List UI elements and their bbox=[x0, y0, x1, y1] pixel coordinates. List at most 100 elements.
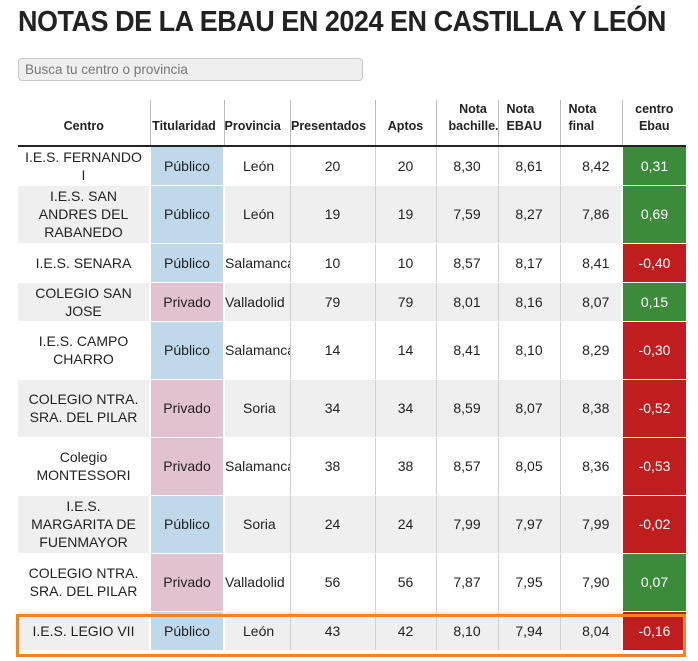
cell-provincia: Valladolid bbox=[223, 282, 290, 322]
results-table-container: Centro Titularidad Provincia Presentados… bbox=[18, 100, 686, 661]
cell-titularidad: Público bbox=[149, 185, 225, 244]
cell-nota-final: 8,38 bbox=[559, 379, 622, 438]
cell-presentados: 10 bbox=[289, 243, 375, 283]
cell-nota-final: 8,04 bbox=[559, 611, 622, 651]
cell-nota-bachillerato: 8,57 bbox=[435, 437, 498, 496]
cell-titularidad: Público bbox=[149, 611, 225, 651]
cell-provincia: Salamanca bbox=[223, 243, 290, 283]
table-row[interactable]: I.E.S. FERNANDO I Público León 20 20 8,30 8,61… bbox=[18, 146, 686, 186]
cell-nota-ebau: 8,27 bbox=[497, 185, 560, 244]
table-row[interactable]: COLEGIO NTRA. SRA. DEL PILAR Privado Valla… bbox=[18, 553, 686, 612]
cell-nota-ebau: 7,94 bbox=[497, 611, 560, 651]
cell-nota-bachillerato: 7,99 bbox=[435, 495, 498, 554]
column-header-aptos[interactable]: Aptos bbox=[374, 100, 436, 147]
cell-centro: COLEGIO SAN JOSE bbox=[18, 282, 150, 322]
cell-aptos: 56 bbox=[374, 553, 436, 612]
cell-nota-final: 7,99 bbox=[559, 495, 622, 554]
cell-titularidad: Público bbox=[149, 495, 225, 554]
cell-provincia: León bbox=[223, 611, 290, 651]
cell-provincia: Soria bbox=[223, 379, 290, 438]
cell-presentados: 14 bbox=[289, 321, 375, 380]
cell-aptos: 19 bbox=[374, 185, 436, 244]
cell-diferencia: 0,07 bbox=[621, 553, 686, 612]
cell-nota-bachillerato: 8,30 bbox=[435, 146, 498, 186]
cell-presentados: 38 bbox=[289, 437, 375, 496]
cell-presentados: 19 bbox=[289, 185, 375, 244]
column-header-centro[interactable]: Centro bbox=[18, 100, 150, 147]
cell-nota-ebau: 8,16 bbox=[497, 282, 560, 322]
cell-diferencia: -0,02 bbox=[621, 495, 686, 554]
cell-aptos: 34 bbox=[374, 379, 436, 438]
table-row[interactable]: I.E.S. SENARA Público Salamanca 10 10 8,57 8,1… bbox=[18, 243, 686, 283]
cell-nota-final: 8,42 bbox=[559, 146, 622, 186]
cell-aptos: 42 bbox=[374, 611, 436, 651]
cell-diferencia: 0,15 bbox=[621, 282, 686, 322]
search-input[interactable] bbox=[18, 58, 363, 81]
cell-nota-ebau: 8,61 bbox=[497, 146, 560, 186]
cell-centro: I.E.S. CAMPO CHARRO bbox=[18, 321, 150, 380]
cell-presentados: 20 bbox=[289, 146, 375, 186]
cell-titularidad: Privado bbox=[149, 437, 225, 496]
column-header-titularidad[interactable]: Titularidad bbox=[149, 100, 224, 147]
cell-provincia: León bbox=[223, 185, 290, 244]
cell-nota-bachillerato: 8,59 bbox=[435, 379, 498, 438]
cell-presentados: 79 bbox=[289, 282, 375, 322]
cell-centro: I.E.S. FERNANDO I bbox=[18, 146, 150, 186]
cell-nota-final: 7,86 bbox=[559, 185, 622, 244]
cell-centro: I.E.S. LEGIO VII bbox=[18, 611, 150, 651]
cell-centro: COLEGIO NTRA. SRA. DEL PILAR bbox=[18, 553, 150, 612]
cell-nota-final: 8,07 bbox=[559, 282, 622, 322]
cell-provincia: Salamanca bbox=[223, 437, 290, 496]
cell-nota-bachillerato: 8,57 bbox=[435, 243, 498, 283]
table-row[interactable]: I.E.S. LEGIO VII Público León 43 42 8,10 7,94 8… bbox=[18, 611, 686, 651]
cell-provincia: Salamanca bbox=[223, 321, 290, 380]
table-row[interactable]: COLEGIO NTRA. SRA. DEL PILAR Privado Soria… bbox=[18, 379, 686, 438]
column-header-diferencia[interactable]: centro Ebau bbox=[621, 100, 686, 147]
cell-nota-final: 8,29 bbox=[559, 321, 622, 380]
cell-nota-ebau: 8,05 bbox=[497, 437, 560, 496]
cell-diferencia: -0,30 bbox=[621, 321, 686, 380]
table-row[interactable]: Colegio MONTESSORI Privado Salamanca 38 38 8,… bbox=[18, 437, 686, 496]
table-row[interactable]: I.E.S. CAMPO CHARRO Público Salamanca 14 14 8… bbox=[18, 321, 686, 380]
cell-aptos: 20 bbox=[374, 146, 436, 186]
column-header-nota-bachillerato[interactable]: Nota bachille. bbox=[435, 100, 498, 147]
cell-diferencia: -0,40 bbox=[621, 243, 686, 283]
cell-titularidad: Público bbox=[149, 243, 225, 283]
table-body: I.E.S. FERNANDO I Público León 20 20 8,30 8,61… bbox=[18, 146, 686, 651]
cell-centro: I.E.S. SAN ANDRES DEL RABANEDO bbox=[18, 185, 150, 244]
cell-nota-bachillerato: 8,41 bbox=[435, 321, 498, 380]
cell-diferencia: -0,52 bbox=[621, 379, 686, 438]
cell-provincia: León bbox=[223, 146, 290, 186]
column-header-provincia[interactable]: Provincia bbox=[223, 100, 290, 147]
cell-nota-final: 7,90 bbox=[559, 553, 622, 612]
cell-titularidad: Privado bbox=[149, 282, 225, 322]
cell-centro: I.E.S. MARGARITA DE FUENMAYOR bbox=[18, 495, 150, 554]
column-header-presentados[interactable]: Presentados bbox=[289, 100, 375, 147]
cell-diferencia: -0,16 bbox=[621, 611, 686, 651]
cell-nota-ebau: 7,95 bbox=[497, 553, 560, 612]
cell-nota-bachillerato: 8,01 bbox=[435, 282, 498, 322]
cell-centro: Colegio MONTESSORI bbox=[18, 437, 150, 496]
table-row[interactable]: I.E.S. SAN ANDRES DEL RABANEDO Público Leó… bbox=[18, 185, 686, 244]
table-row[interactable]: COLEGIO SAN JOSE Privado Valladolid 79 79 8,0… bbox=[18, 282, 686, 322]
cell-diferencia: 0,31 bbox=[621, 146, 686, 186]
cell-centro: I.E.S. SENARA bbox=[18, 243, 150, 283]
cell-aptos: 14 bbox=[374, 321, 436, 380]
cell-aptos: 79 bbox=[374, 282, 436, 322]
table-row[interactable]: I.E.S. MARGARITA DE FUENMAYOR Público Sori… bbox=[18, 495, 686, 554]
cell-nota-bachillerato: 8,10 bbox=[435, 611, 498, 651]
cell-titularidad: Privado bbox=[149, 553, 225, 612]
cell-aptos: 38 bbox=[374, 437, 436, 496]
cell-titularidad: Público bbox=[149, 321, 225, 380]
column-header-nota-ebau[interactable]: Nota EBAU bbox=[497, 100, 560, 147]
cell-aptos: 10 bbox=[374, 243, 436, 283]
results-table: Centro Titularidad Provincia Presentados… bbox=[18, 100, 686, 651]
cell-centro: COLEGIO NTRA. SRA. DEL PILAR bbox=[18, 379, 150, 438]
cell-nota-ebau: 8,17 bbox=[497, 243, 560, 283]
table-header: Centro Titularidad Provincia Presentados… bbox=[18, 100, 686, 147]
cell-provincia: Soria bbox=[223, 495, 290, 554]
cell-titularidad: Público bbox=[149, 146, 225, 186]
cell-nota-bachillerato: 7,87 bbox=[435, 553, 498, 612]
cell-titularidad: Privado bbox=[149, 379, 225, 438]
column-header-nota-final[interactable]: Nota final bbox=[559, 100, 622, 147]
